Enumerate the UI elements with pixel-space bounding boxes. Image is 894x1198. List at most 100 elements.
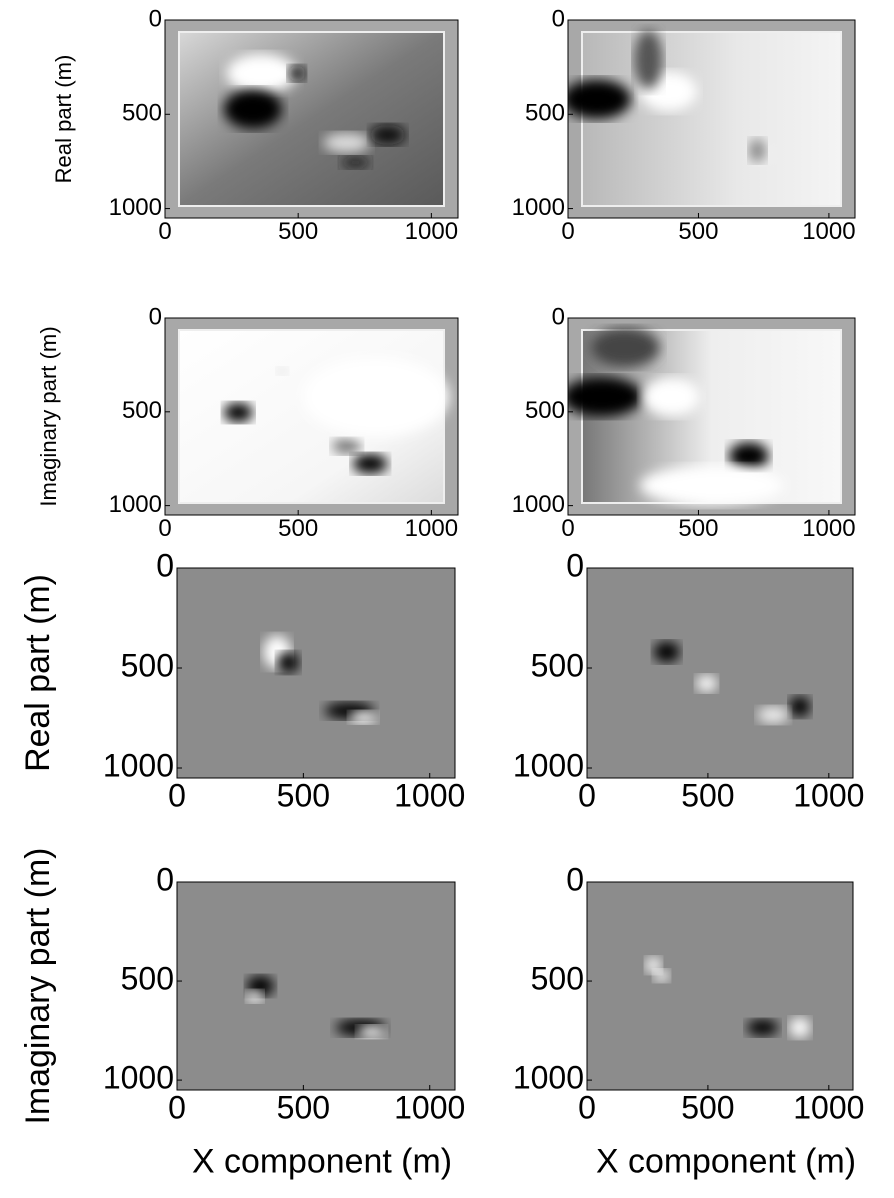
image-waves-dark [597, 890, 843, 1082]
image-feature [653, 969, 670, 982]
y-tick-label: 1000 [512, 194, 565, 221]
image-feature [370, 124, 406, 145]
y-tick-label: 0 [149, 303, 162, 330]
y-tick-label: 0 [552, 303, 565, 330]
image-feature [332, 438, 362, 454]
axes-box [567, 19, 856, 219]
image-feature [357, 1025, 386, 1038]
y-tick-label: 1000 [109, 491, 162, 518]
y-tick-label: 500 [122, 397, 162, 424]
y-tick-label: 0 [156, 547, 174, 583]
image-feature [352, 453, 388, 474]
x-tick-label: 500 [678, 218, 718, 245]
axes-box [176, 567, 456, 779]
x-tick-label: 1000 [793, 1089, 864, 1125]
image-feature [653, 641, 681, 663]
x-tick-label: 1000 [405, 515, 458, 542]
axes-box [586, 567, 854, 779]
image [587, 882, 853, 1090]
image-feature [757, 706, 790, 724]
y-axis-label: Real part (m) [19, 574, 57, 772]
x-tick-label: 0 [158, 515, 171, 542]
y-tick-label: 500 [525, 100, 565, 127]
x-tick-label: 1000 [793, 777, 864, 813]
y-tick-label: 500 [121, 961, 174, 997]
image-feature [223, 89, 283, 129]
axes-box [176, 881, 456, 1091]
x-tick-label: 500 [681, 1089, 734, 1125]
y-tick-label: 0 [566, 547, 584, 583]
image-waves-dark [187, 890, 445, 1082]
x-tick-label: 500 [277, 777, 330, 813]
image-feature [639, 465, 784, 506]
axes-box [164, 317, 459, 516]
x-tick-label: 0 [578, 777, 596, 813]
x-axis-label: X component (m) [192, 1143, 452, 1181]
y-axis-label: Real part (m) [51, 55, 76, 184]
x-tick-label: 500 [681, 777, 734, 813]
x-tick-label: 500 [678, 515, 718, 542]
image-inner [178, 31, 445, 207]
image [165, 20, 458, 218]
image-feature [276, 367, 289, 376]
image-feature [634, 29, 663, 90]
image-feature [696, 675, 718, 692]
x-tick-label: 500 [277, 1089, 330, 1125]
y-axis-label: Imaginary part (m) [19, 848, 57, 1125]
x-tick-label: 1000 [802, 515, 855, 542]
y-tick-label: 1000 [512, 491, 565, 518]
image-waves-dark [597, 576, 843, 770]
x-tick-label: 0 [561, 515, 574, 542]
image [568, 318, 855, 515]
y-tick-label: 0 [566, 861, 584, 897]
axes-box [567, 317, 856, 516]
image-inner [581, 31, 842, 207]
x-tick-label: 0 [158, 218, 171, 245]
y-tick-label: 0 [156, 861, 174, 897]
x-tick-label: 1000 [802, 218, 855, 245]
x-axis-label: X component (m) [596, 1143, 856, 1181]
axes-box [586, 881, 854, 1091]
x-tick-label: 1000 [394, 777, 465, 813]
image-feature [246, 990, 264, 1003]
image-feature [568, 377, 643, 417]
image [568, 20, 855, 218]
y-tick-label: 1000 [513, 747, 584, 783]
image [177, 882, 455, 1090]
x-tick-label: 0 [168, 1089, 186, 1125]
y-tick-label: 1000 [103, 1060, 174, 1096]
image-feature [323, 132, 371, 153]
image [177, 568, 455, 778]
image-feature [728, 442, 769, 470]
y-tick-label: 1000 [513, 1060, 584, 1096]
y-tick-label: 500 [121, 647, 174, 683]
image-feature [226, 53, 297, 94]
image-feature [568, 79, 632, 119]
y-axis-label: Imaginary part (m) [36, 326, 61, 506]
y-tick-label: 0 [552, 5, 565, 32]
y-tick-label: 1000 [109, 194, 162, 221]
image-waves-dark [187, 576, 445, 770]
image-feature [349, 710, 378, 724]
image-feature [645, 956, 662, 974]
y-tick-label: 500 [525, 397, 565, 424]
image-feature [340, 156, 371, 169]
x-tick-label: 500 [278, 515, 318, 542]
axes-box [164, 19, 459, 219]
y-tick-label: 1000 [103, 747, 174, 783]
y-tick-label: 500 [531, 647, 584, 683]
x-tick-label: 0 [561, 218, 574, 245]
y-tick-label: 500 [122, 100, 162, 127]
x-tick-label: 1000 [394, 1089, 465, 1125]
x-tick-label: 1000 [405, 218, 458, 245]
image-feature [223, 402, 253, 423]
